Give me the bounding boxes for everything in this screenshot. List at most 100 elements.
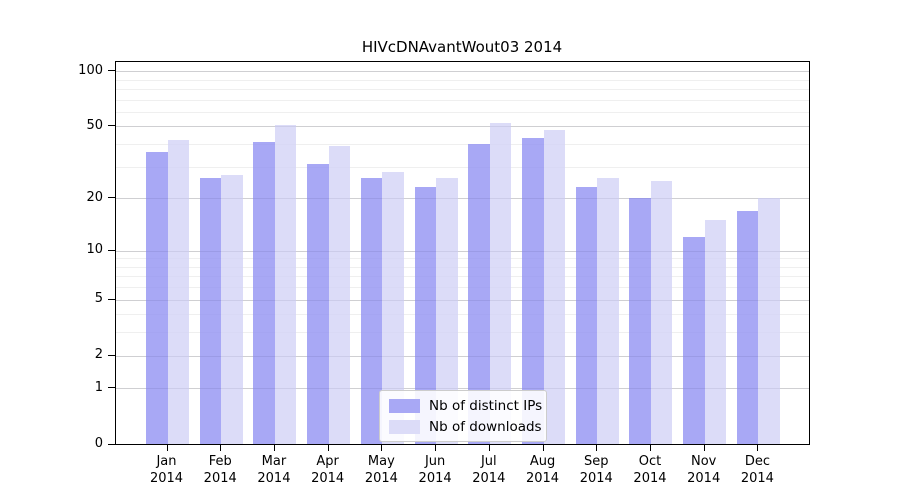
bar-downloads: [543, 129, 566, 445]
major-gridline: [116, 355, 809, 357]
y-tick-mark: [108, 387, 115, 389]
x-tick-label: Mar 2014: [257, 453, 291, 486]
bar-distinct-ips: [683, 237, 705, 445]
x-tick-mark: [703, 444, 705, 451]
y-tick-mark: [108, 249, 115, 251]
gridline-overlay: [116, 299, 809, 301]
bar-downloads: [382, 172, 404, 445]
y-tick-label: 1: [94, 379, 103, 395]
x-tick-label: Jan 2014: [149, 453, 184, 486]
y-tick-mark: [108, 70, 115, 72]
major-gridline: [116, 250, 809, 252]
minor-gridline: [116, 89, 809, 91]
y-tick-label: 0: [94, 436, 103, 451]
y-tick-label: 10: [86, 242, 103, 258]
minor-gridline: [116, 79, 809, 81]
gridline-overlay: [116, 198, 809, 200]
major-gridline: [116, 71, 809, 73]
x-tick-label: Jun 2014: [418, 453, 452, 486]
y-tick-label: 100: [78, 62, 103, 78]
major-gridline: [116, 388, 809, 390]
bar-distinct-ips: [199, 177, 222, 445]
x-tick-label: Feb 2014: [203, 453, 237, 486]
x-tick-mark: [488, 444, 490, 451]
plot-area: [115, 61, 810, 445]
legend-label-downloads: Nb of downloads: [429, 418, 542, 435]
minor-gridline: [116, 276, 809, 278]
y-tick-mark: [108, 354, 115, 356]
x-tick-mark: [166, 444, 168, 451]
minor-gridline: [116, 144, 809, 146]
y-tick-label: 20: [86, 189, 103, 205]
gridline-overlay: [116, 126, 809, 128]
bar-downloads: [489, 123, 512, 445]
minor-gridline: [116, 111, 809, 113]
y-tick-label: 50: [86, 117, 103, 133]
y-tick-mark: [108, 443, 115, 445]
legend-item: Nb of distinct IPs: [380, 398, 546, 414]
x-tick-mark: [381, 444, 383, 451]
bar-downloads: [436, 177, 458, 445]
bar-downloads: [328, 146, 351, 445]
x-tick-mark: [757, 444, 759, 451]
x-tick-mark: [273, 444, 275, 451]
minor-gridline: [116, 332, 809, 334]
x-tick-mark: [596, 444, 598, 451]
x-tick-mark: [327, 444, 329, 451]
x-tick-mark: [542, 444, 544, 451]
y-tick-label: 5: [94, 291, 103, 307]
x-tick-label: Jul 2014: [472, 453, 506, 486]
bar-downloads: [597, 177, 619, 445]
minor-gridline: [116, 258, 809, 260]
bar-downloads: [274, 124, 297, 445]
bar-distinct-ips: [522, 138, 544, 445]
bar-distinct-ips: [253, 142, 275, 445]
major-gridline: [116, 198, 809, 200]
minor-gridline: [116, 166, 809, 168]
chart-title: HIVcDNAvantWout03 2014: [361, 38, 563, 56]
gridline-overlay: [116, 388, 809, 390]
bar-distinct-ips: [736, 210, 759, 445]
minor-gridline: [116, 314, 809, 316]
y-tick-label: 2: [94, 347, 103, 363]
x-tick-label: Sep 2014: [579, 453, 613, 486]
minor-gridline: [116, 99, 809, 101]
x-tick-label: Aug 2014: [525, 453, 560, 486]
gridline-overlay: [116, 355, 809, 357]
bar-distinct-ips: [629, 198, 651, 445]
minor-gridline: [116, 266, 809, 268]
gridline-overlay: [116, 71, 809, 73]
x-tick-label: Nov 2014: [687, 453, 721, 486]
bar-downloads: [650, 180, 673, 445]
downloads-swatch: [389, 419, 420, 434]
bar-distinct-ips: [414, 187, 437, 445]
legend-label-distinct-ips: Nb of distinct IPs: [429, 397, 543, 414]
x-tick-label: Apr 2014: [311, 453, 345, 486]
x-tick-label: Oct 2014: [633, 453, 667, 486]
distinct-ips-swatch: [389, 398, 420, 413]
bar-downloads: [167, 140, 189, 445]
x-tick-mark: [220, 444, 222, 451]
gridline-overlay: [116, 250, 809, 252]
bar-downloads: [758, 198, 780, 445]
bar-distinct-ips: [360, 177, 383, 445]
x-tick-label: May 2014: [364, 453, 398, 486]
bar-downloads: [221, 174, 243, 445]
x-tick-mark: [435, 444, 437, 451]
minor-gridline: [116, 287, 809, 289]
x-tick-mark: [649, 444, 651, 451]
bar-downloads: [704, 220, 727, 445]
y-tick-mark: [108, 298, 115, 300]
bar-distinct-ips: [468, 144, 490, 445]
major-gridline: [116, 126, 809, 128]
legend: Nb of distinct IPs Nb of downloads: [379, 390, 547, 442]
bar-distinct-ips: [575, 187, 598, 445]
legend-item: Nb of downloads: [380, 419, 546, 435]
y-tick-mark: [108, 125, 115, 127]
bar-distinct-ips: [146, 152, 168, 445]
x-tick-label: Dec 2014: [740, 453, 774, 486]
y-tick-mark: [108, 197, 115, 199]
major-gridline: [116, 299, 809, 301]
bar-distinct-ips: [307, 164, 329, 445]
